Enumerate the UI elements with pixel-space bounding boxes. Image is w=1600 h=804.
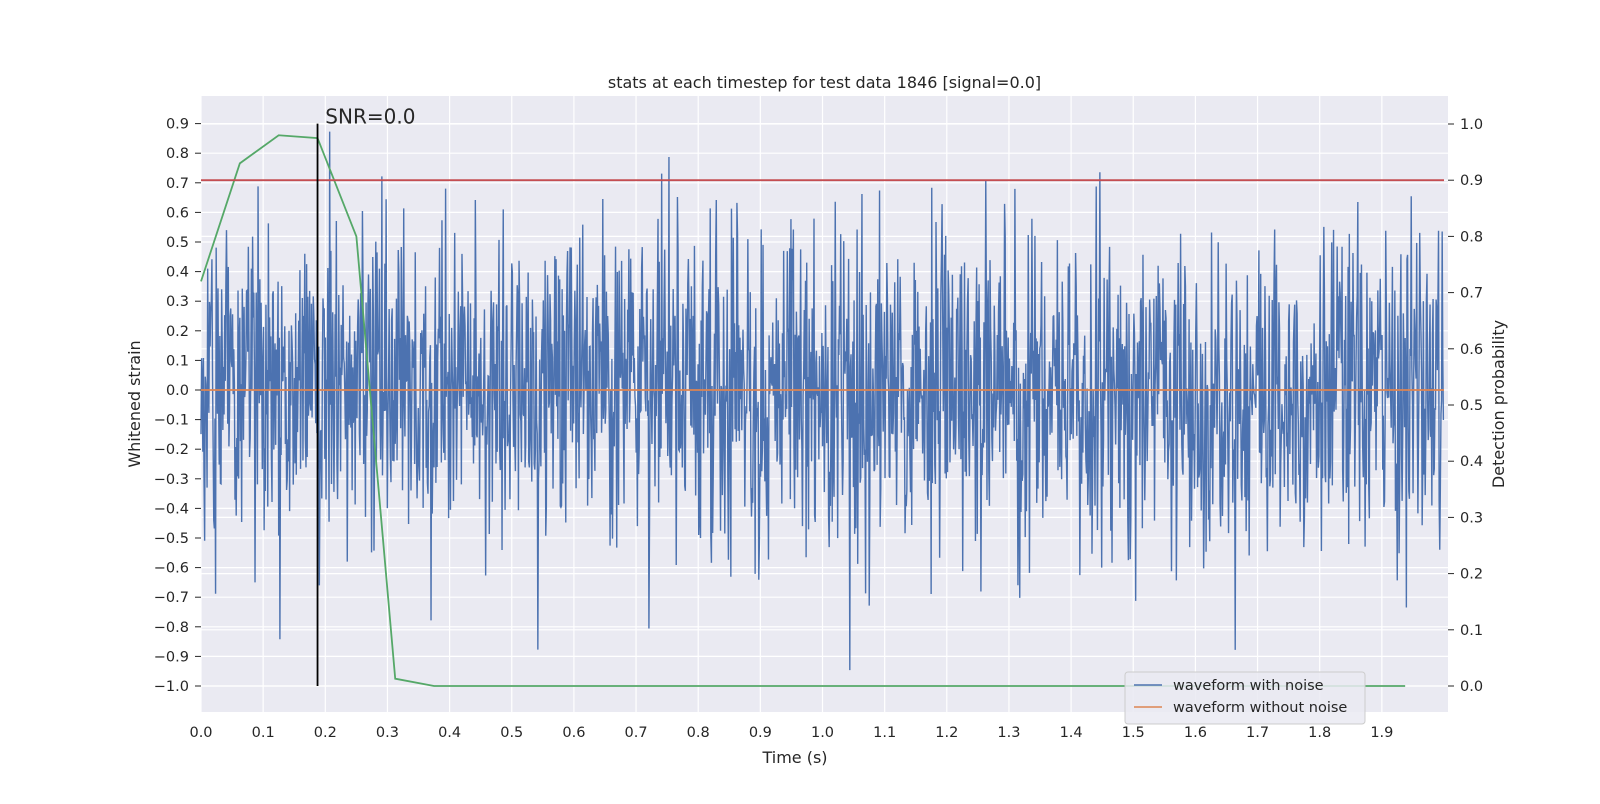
x-tick-labels: 0.0 0.1 0.2 0.3 0.4 0.5 0.6 0.7 0.8 0.9 1.0 1.1 1.2 1… (189, 725, 1393, 741)
y2-tick-label: 0.9 (1460, 173, 1483, 189)
y-tick-label: −0.3 (154, 472, 189, 488)
y2-tick-label: 0.0 (1460, 679, 1483, 695)
x-tick-label: 0.7 (625, 725, 648, 741)
y-tick-label: −0.4 (154, 501, 189, 517)
y-tick-label: −0.5 (154, 531, 189, 547)
x-tick-label: 1.1 (873, 725, 896, 741)
y-tick-label: −0.1 (154, 413, 189, 429)
x-tick-label: 0.0 (189, 725, 212, 741)
legend: waveform with noise waveform without noi… (1124, 671, 1366, 725)
legend-label-clean: waveform without noise (1173, 700, 1347, 716)
y2-tick-label: 0.3 (1460, 510, 1483, 526)
x-tick-label: 0.2 (314, 725, 337, 741)
y2-tick-label: 0.2 (1460, 567, 1483, 583)
y-tick-label: 0.4 (166, 265, 189, 281)
y-tick-label: −0.8 (154, 620, 189, 636)
y-tick-label: 0.5 (166, 235, 189, 251)
x-tick-label: 0.9 (749, 725, 772, 741)
y2-tick-label: 0.5 (1460, 398, 1483, 414)
x-tick-label: 0.1 (252, 725, 275, 741)
y-tick-label: −0.2 (154, 442, 189, 458)
y2-tick-label: 0.1 (1460, 623, 1483, 639)
x-tick-label: 1.5 (1122, 725, 1145, 741)
x-tick-label: 0.5 (500, 725, 523, 741)
y2-tick-labels: 1.0 0.9 0.8 0.7 0.6 0.5 0.4 0.3 0.2 0.1 0.0 (1448, 117, 1483, 695)
x-tick-label: 0.4 (438, 725, 461, 741)
y-axis-label: Whitened strain (125, 340, 144, 467)
y-tick-label: 0.2 (166, 324, 189, 340)
y-tick-label: 0.6 (166, 205, 189, 221)
legend-label-noise: waveform with noise (1173, 678, 1324, 694)
y-tick-label: 0.9 (166, 117, 189, 133)
x-tick-label: 1.3 (997, 725, 1020, 741)
x-tick-label: 0.3 (376, 725, 399, 741)
snr-annotation: SNR=0.0 (325, 105, 415, 129)
chart-title: stats at each timestep for test data 184… (608, 73, 1041, 92)
x-tick-label: 1.4 (1060, 725, 1083, 741)
y-tick-label: 0.1 (166, 353, 189, 369)
x-tick-label: 0.6 (562, 725, 585, 741)
x-tick-label: 1.0 (811, 725, 834, 741)
x-axis-label: Time (s) (761, 748, 827, 767)
y2-axis-label: Detection probability (1489, 320, 1508, 488)
x-tick-label: 1.7 (1246, 725, 1269, 741)
y2-tick-label: 0.4 (1460, 454, 1483, 470)
y-tick-label: 0.0 (166, 383, 189, 399)
y2-tick-label: 0.8 (1460, 229, 1483, 245)
x-tick-label: 1.6 (1184, 725, 1207, 741)
y-tick-label: 0.7 (166, 176, 189, 192)
y2-tick-label: 0.6 (1460, 342, 1483, 358)
y-tick-label: −0.6 (154, 561, 189, 577)
x-tick-label: 0.8 (687, 725, 710, 741)
y-tick-label: 0.3 (166, 294, 189, 310)
x-tick-label: 1.8 (1308, 725, 1331, 741)
y-tick-labels: 0.9 0.8 0.7 0.6 0.5 0.4 0.3 0.2 0.1 0.0 −0.1 −0.2 −0… (154, 117, 201, 695)
y-tick-label: 0.8 (166, 146, 189, 162)
legend-box (1124, 671, 1366, 725)
y-tick-label: −1.0 (154, 679, 189, 695)
y-tick-label: −0.9 (154, 649, 189, 665)
x-tick-label: 1.2 (935, 725, 958, 741)
y2-tick-label: 0.7 (1460, 286, 1483, 302)
x-tick-label: 1.9 (1370, 725, 1393, 741)
y2-tick-label: 1.0 (1460, 117, 1483, 133)
y-tick-label: −0.7 (154, 590, 189, 606)
